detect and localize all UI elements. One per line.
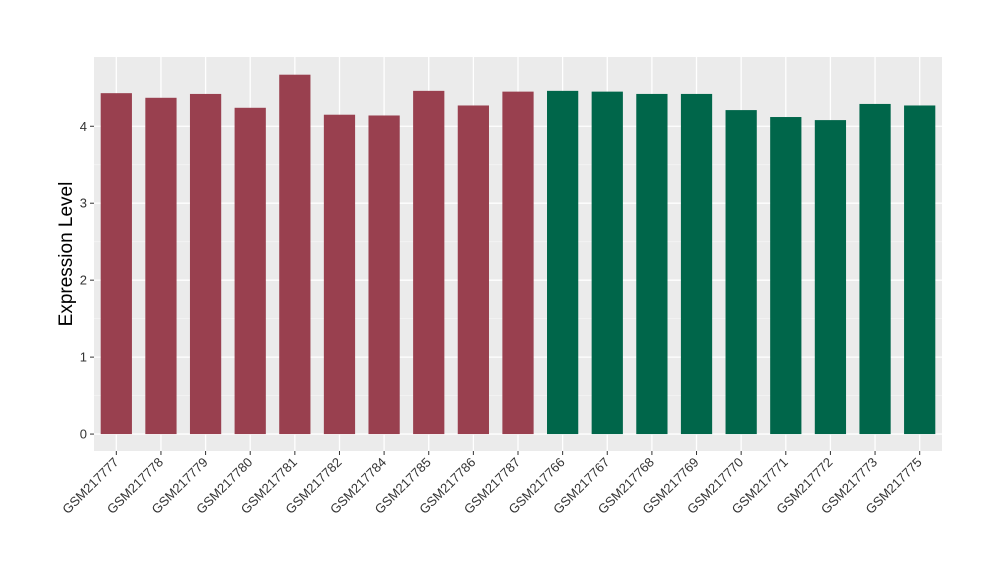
- bar-GSM217768: [636, 93, 668, 435]
- y-tick-label: 4: [80, 119, 87, 134]
- bar-GSM217780: [234, 107, 266, 435]
- bar-GSM217787: [502, 91, 534, 435]
- bar-GSM217785: [413, 90, 445, 435]
- bar-GSM217775: [904, 105, 936, 435]
- y-tick-label: 2: [80, 273, 87, 288]
- bars: [100, 74, 936, 435]
- y-tick-label: 1: [80, 350, 87, 365]
- bar-GSM217779: [189, 93, 222, 435]
- bar-GSM217778: [145, 97, 177, 435]
- y-axis-label: Expression Level: [56, 182, 77, 327]
- bar-GSM217769: [680, 93, 713, 435]
- x-axis: GSM217777GSM217778GSM217779GSM217780GSM2…: [59, 451, 925, 517]
- bar-GSM217770: [725, 110, 757, 435]
- bar-GSM217781: [279, 74, 311, 435]
- y-axis: 0 1 2 3 4: [80, 119, 94, 442]
- bar-GSM217773: [859, 103, 891, 435]
- bar-GSM217772: [814, 120, 847, 435]
- y-tick-label: 3: [80, 196, 87, 211]
- bar-GSM217786: [457, 105, 489, 435]
- bar-GSM217767: [591, 91, 623, 435]
- bar-GSM217782: [323, 114, 356, 435]
- bar-GSM217771: [770, 117, 802, 435]
- bar-GSM217784: [368, 115, 400, 435]
- bar-GSM217777: [100, 93, 132, 435]
- bar-GSM217766: [547, 90, 579, 435]
- y-tick-label: 0: [80, 427, 87, 442]
